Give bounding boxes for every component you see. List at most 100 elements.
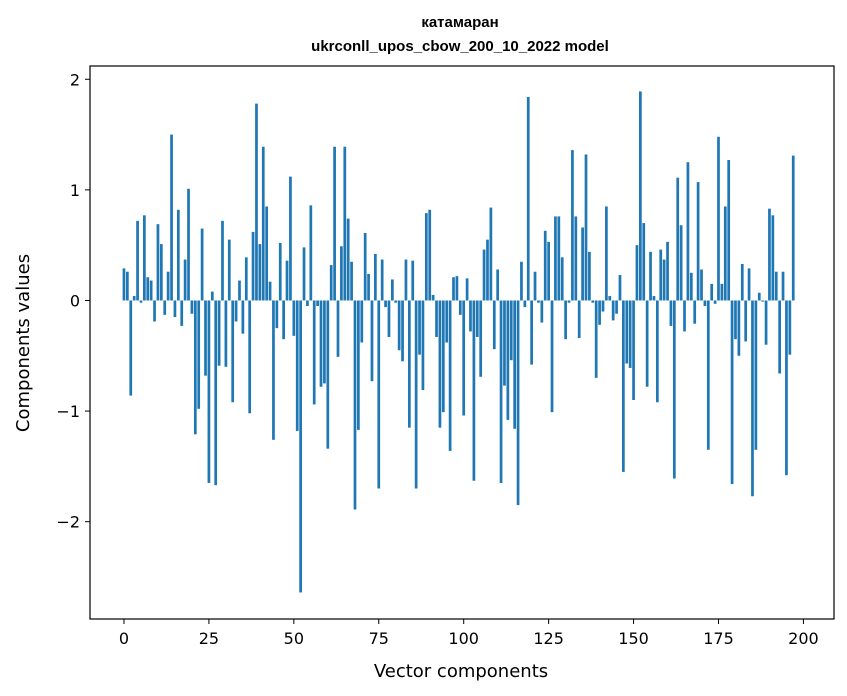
bar: [380, 259, 384, 301]
bar: [642, 223, 646, 301]
bar: [217, 300, 221, 366]
bar: [655, 300, 659, 403]
bar: [227, 239, 231, 301]
bar: [458, 300, 462, 315]
bar: [428, 209, 432, 301]
bar: [723, 206, 727, 301]
bar: [594, 300, 598, 378]
x-tick-label: 175: [703, 629, 734, 648]
y-tick-label: −1: [56, 402, 80, 421]
bar: [757, 292, 761, 301]
bar: [465, 278, 469, 301]
bar: [676, 177, 680, 301]
bar: [285, 260, 289, 301]
bar: [689, 272, 693, 301]
bar: [479, 300, 483, 377]
bar: [424, 213, 428, 301]
bar: [747, 268, 751, 301]
bar: [166, 271, 170, 301]
bar: [350, 261, 353, 301]
bar: [700, 269, 703, 301]
bar: [251, 231, 255, 301]
bar: [333, 146, 336, 301]
bar: [666, 241, 669, 301]
bar: [122, 268, 126, 301]
x-tick-label: 50: [284, 629, 304, 648]
bar: [693, 300, 697, 324]
bar: [791, 155, 795, 301]
bar: [778, 300, 781, 374]
bar: [618, 275, 622, 301]
bar: [577, 300, 581, 339]
bar: [391, 279, 394, 301]
bar: [377, 300, 381, 489]
bar: [601, 300, 605, 312]
bar: [591, 300, 595, 303]
bar: [639, 91, 642, 301]
bar: [768, 208, 771, 301]
bar: [672, 300, 676, 479]
bar: [343, 146, 347, 301]
bar: [309, 205, 313, 301]
bar: [404, 259, 408, 301]
bar: [761, 300, 765, 302]
bar: [210, 291, 214, 301]
bar: [143, 215, 146, 301]
bar: [645, 300, 649, 387]
bar: [683, 300, 686, 332]
y-axis-ticks: −2 −1 0 1 2: [56, 70, 90, 532]
bar: [564, 300, 567, 340]
bar: [316, 300, 319, 306]
bar: [180, 300, 184, 326]
bar: [523, 300, 527, 308]
bar: [224, 300, 228, 367]
bar: [197, 300, 201, 409]
bar: [622, 300, 625, 472]
bar: [771, 215, 775, 301]
bar: [662, 259, 666, 301]
bar: [533, 271, 537, 301]
bar: [537, 300, 540, 303]
x-tick-label: 200: [788, 629, 819, 648]
y-tick-label: 1: [70, 181, 80, 200]
bar: [357, 300, 360, 430]
bar: [204, 300, 207, 376]
bar: [159, 244, 163, 301]
bar: [329, 265, 333, 301]
bar: [469, 300, 472, 332]
bar: [187, 188, 190, 301]
bar: [554, 216, 557, 301]
bar: [520, 261, 523, 301]
bar: [360, 300, 364, 343]
bar: [418, 300, 421, 355]
bar: [632, 300, 635, 401]
bar: [703, 300, 707, 306]
bar: [441, 300, 445, 413]
bar: [737, 300, 741, 356]
bar: [615, 300, 618, 314]
bar: [282, 300, 285, 340]
bar: [727, 160, 731, 301]
bar: [302, 247, 306, 301]
bar: [635, 245, 639, 301]
bar: [374, 254, 377, 301]
bar: [530, 300, 533, 365]
bar: [649, 251, 652, 301]
bar: [214, 300, 218, 486]
y-axis-label: Components values: [13, 254, 34, 432]
bar: [611, 300, 615, 321]
bar: [706, 300, 710, 450]
bar: [509, 300, 513, 361]
bar: [387, 300, 391, 337]
bar: [567, 300, 571, 303]
y-tick-label: −2: [56, 513, 80, 532]
bar: [370, 300, 374, 382]
bar: [540, 300, 544, 323]
bar: [496, 269, 500, 301]
bar: [319, 300, 323, 387]
bar: [482, 249, 486, 301]
bar: [543, 230, 547, 301]
bar: [340, 246, 343, 301]
bar: [278, 242, 282, 301]
bar: [295, 300, 299, 431]
